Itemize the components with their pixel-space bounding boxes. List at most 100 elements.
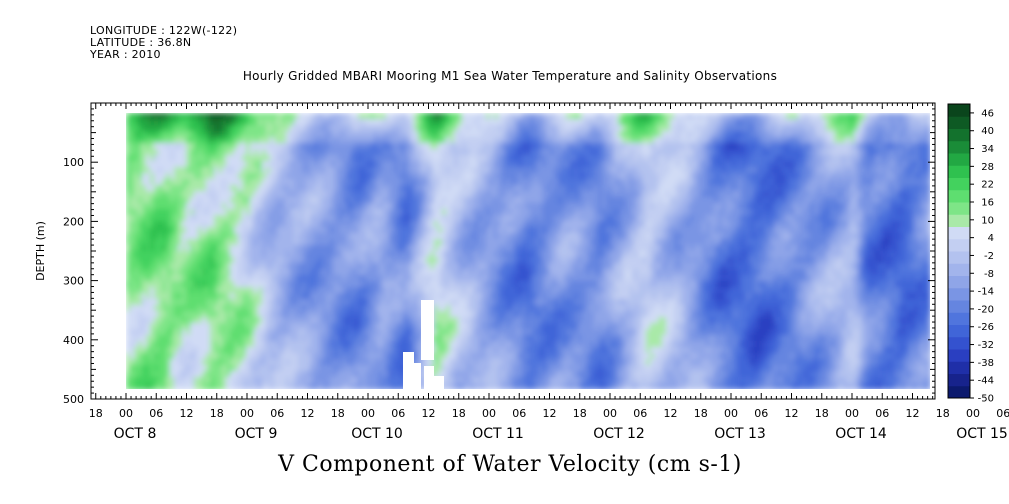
heatmap-cell	[234, 119, 239, 126]
heatmap-cell	[426, 287, 431, 294]
heatmap-cell	[130, 233, 135, 240]
heatmap-cell	[202, 119, 207, 126]
heatmap-cell	[174, 161, 179, 168]
heatmap-cell	[338, 293, 343, 300]
heatmap-cell	[390, 125, 395, 132]
heatmap-cell	[218, 287, 223, 294]
heatmap-cell	[350, 167, 355, 174]
heatmap-cell	[282, 167, 287, 174]
heatmap-cell	[150, 371, 155, 378]
heatmap-cell	[322, 329, 327, 336]
heatmap-cell	[398, 191, 403, 198]
heatmap-cell	[190, 227, 195, 234]
heatmap-cell	[442, 131, 447, 138]
heatmap-cell	[422, 167, 427, 174]
heatmap-cell	[182, 311, 187, 318]
heatmap-cell	[174, 329, 179, 336]
heatmap-cell	[310, 311, 315, 318]
heatmap-cell	[466, 185, 471, 192]
heatmap-cell	[466, 179, 471, 186]
heatmap-cell	[258, 329, 263, 336]
heatmap-cell	[146, 287, 151, 294]
heatmap-cell	[406, 239, 411, 246]
heatmap-cell	[374, 233, 379, 240]
heatmap-cell	[422, 275, 427, 282]
heatmap-cell	[130, 143, 135, 150]
heatmap-cell	[174, 173, 179, 180]
heatmap-cell	[230, 185, 235, 192]
heatmap-cell	[418, 251, 423, 258]
heatmap-cell	[186, 269, 191, 276]
heatmap-cell	[438, 251, 443, 258]
heatmap-cell	[318, 263, 323, 270]
heatmap-cell	[406, 347, 411, 354]
heatmap-cell	[174, 197, 179, 204]
heatmap-cell	[362, 269, 367, 276]
heatmap-cell	[146, 263, 151, 270]
heatmap-cell	[310, 209, 315, 216]
heatmap-cell	[226, 155, 231, 162]
heatmap-cell	[218, 143, 223, 150]
heatmap-cell	[342, 269, 347, 276]
heatmap-cell	[158, 143, 163, 150]
heatmap-cell	[274, 197, 279, 204]
heatmap-cell	[226, 317, 231, 324]
heatmap-cell	[310, 227, 315, 234]
heatmap-cell	[134, 347, 139, 354]
heatmap-cell	[434, 311, 439, 318]
heatmap-cell	[226, 119, 231, 126]
heatmap-cell	[278, 161, 283, 168]
heatmap-cell	[374, 113, 379, 120]
heatmap-cell	[442, 299, 447, 306]
heatmap-cell	[438, 233, 443, 240]
heatmap-cell	[178, 221, 183, 228]
heatmap-cell	[254, 149, 259, 156]
heatmap-cell	[338, 149, 343, 156]
heatmap-cell	[278, 245, 283, 252]
heatmap-cell	[286, 221, 291, 228]
heatmap-cell	[286, 137, 291, 144]
heatmap-cell	[290, 221, 295, 228]
heatmap-cell	[282, 335, 287, 342]
heatmap-cell	[334, 125, 339, 132]
heatmap-cell	[202, 377, 207, 384]
heatmap-cell	[174, 149, 179, 156]
heatmap-cell	[322, 137, 327, 144]
heatmap-cell	[294, 335, 299, 342]
heatmap-cell	[262, 155, 267, 162]
heatmap-cell	[242, 173, 247, 180]
heatmap-cell	[146, 251, 151, 258]
heatmap-cell	[246, 299, 251, 306]
heatmap-cell	[222, 221, 227, 228]
heatmap-cell	[346, 197, 351, 204]
heatmap-cell	[442, 371, 447, 378]
heatmap-cell	[422, 287, 427, 294]
heatmap-cell	[402, 131, 407, 138]
heatmap-cell	[210, 293, 215, 300]
heatmap-cell	[322, 353, 327, 360]
heatmap-cell	[374, 179, 379, 186]
heatmap-cell	[298, 371, 303, 378]
heatmap-cell	[430, 233, 435, 240]
heatmap-cell	[446, 161, 451, 168]
heatmap-cell	[174, 209, 179, 216]
heatmap-cell	[422, 185, 427, 192]
heatmap-cell	[282, 371, 287, 378]
heatmap-cell	[378, 191, 383, 198]
heatmap-cell	[226, 185, 231, 192]
heatmap-cell	[462, 143, 467, 150]
heatmap-cell	[390, 221, 395, 228]
heatmap-cell	[182, 119, 187, 126]
heatmap-cell	[230, 167, 235, 174]
heatmap-cell	[330, 185, 335, 192]
heatmap-cell	[462, 377, 467, 384]
heatmap-cell	[318, 233, 323, 240]
heatmap-cell	[222, 251, 227, 258]
heatmap-cell	[342, 167, 347, 174]
heatmap-cell	[186, 329, 191, 336]
heatmap-cell	[246, 263, 251, 270]
heatmap-cell	[258, 263, 263, 270]
heatmap-cell	[214, 149, 219, 156]
heatmap-cell	[362, 347, 367, 354]
heatmap-cell	[358, 209, 363, 216]
